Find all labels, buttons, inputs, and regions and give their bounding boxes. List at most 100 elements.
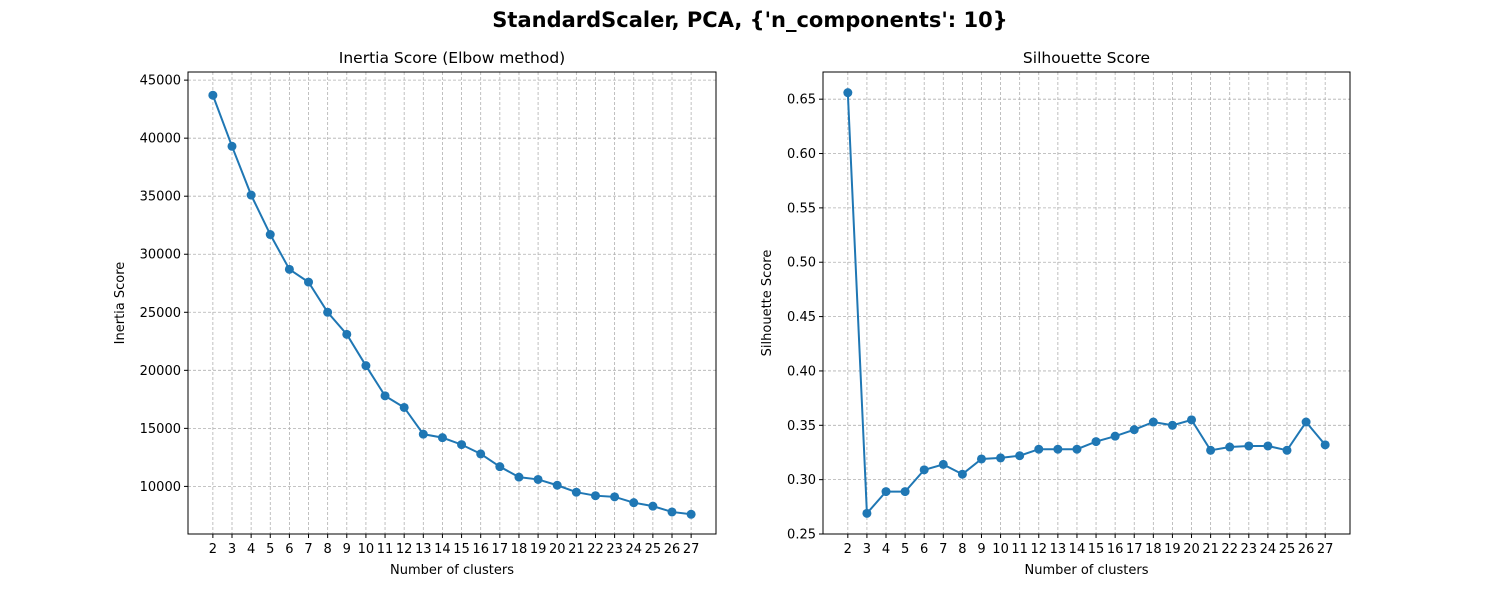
chart-1-ytick-label-6: 40000 <box>140 132 181 147</box>
chart-1-point-21 <box>571 487 581 497</box>
chart-2-xtick-label-14: 14 <box>1069 542 1086 557</box>
chart-2-xtick-label-19: 19 <box>1164 542 1181 557</box>
chart-1-axes-frame <box>187 71 717 535</box>
chart-1-xtick-label-22: 22 <box>587 542 604 557</box>
chart-2-point-20 <box>1187 415 1197 425</box>
chart-2-point-13 <box>1053 444 1063 454</box>
chart-2-xtick-label-23: 23 <box>1241 542 1258 557</box>
chart-1-point-10 <box>361 361 371 371</box>
chart-2-point-10 <box>996 453 1006 463</box>
chart-1-xlabel: Number of clusters <box>390 563 514 578</box>
chart-1-ytick-label-5: 35000 <box>140 190 181 205</box>
chart-2-point-2 <box>843 88 853 98</box>
chart-1: 2 3 4 5 6 7 8 9 10 11 12 13 14 15 16 17 18 19 20 21 22 23 24 25… <box>113 49 717 578</box>
chart-1-xtick-label-18: 18 <box>511 542 528 557</box>
chart-2-xtick-label-18: 18 <box>1145 542 1162 557</box>
chart-2-xtick-label-10: 10 <box>992 542 1009 557</box>
chart-1-xtick-label-23: 23 <box>606 542 623 557</box>
chart-2-point-24 <box>1263 441 1273 451</box>
chart-1-xtick-label-12: 12 <box>396 542 413 557</box>
chart-2-xtick-label-3: 3 <box>863 542 871 557</box>
chart-1-point-17 <box>495 462 505 472</box>
chart-2-xtick-label-24: 24 <box>1260 542 1277 557</box>
chart-1-point-22 <box>590 491 600 501</box>
chart-2-ytick-label-4: 0.45 <box>787 310 816 325</box>
chart-2-ytick-label-1: 0.30 <box>787 473 816 488</box>
chart-2-xtick-label-22: 22 <box>1221 542 1238 557</box>
chart-2-point-16 <box>1110 431 1120 441</box>
chart-1-point-13 <box>418 429 428 439</box>
chart-2-title: Silhouette Score <box>1023 49 1150 67</box>
chart-1-xtick-label-21: 21 <box>568 542 585 557</box>
chart-1-xtick-label-6: 6 <box>285 542 293 557</box>
chart-1-point-24 <box>629 498 639 508</box>
chart-1-point-15 <box>457 440 467 450</box>
chart-1-xtick-label-26: 26 <box>664 542 681 557</box>
chart-2-point-19 <box>1167 420 1177 430</box>
chart-2-point-15 <box>1091 437 1101 447</box>
chart-1-point-26 <box>667 507 677 517</box>
chart-2-xtick-label-17: 17 <box>1126 542 1143 557</box>
chart-1-point-6 <box>284 264 294 274</box>
chart-2-xtick-label-13: 13 <box>1050 542 1067 557</box>
chart-1-point-3 <box>227 141 237 151</box>
chart-1-point-20 <box>552 480 562 490</box>
chart-2-point-4 <box>881 487 891 497</box>
chart-2-xtick-label-7: 7 <box>939 542 947 557</box>
chart-1-ytick-label-3: 25000 <box>140 306 181 321</box>
chart-2-ytick-label-6: 0.55 <box>787 201 816 216</box>
chart-1-xtick-label-16: 16 <box>472 542 489 557</box>
chart-2-point-14 <box>1072 444 1082 454</box>
chart-2-xtick-label-11: 11 <box>1011 542 1028 557</box>
chart-2-ytick-label-0: 0.25 <box>787 528 816 543</box>
chart-2-xtick-label-15: 15 <box>1088 542 1105 557</box>
chart-1-point-8 <box>323 307 333 317</box>
chart-2-ylabel: Silhouette Score <box>760 250 775 357</box>
chart-2-xtick-label-12: 12 <box>1030 542 1047 557</box>
chart-2-xtick-label-5: 5 <box>901 542 909 557</box>
chart-2-point-25 <box>1282 445 1292 455</box>
chart-2-xtick-label-27: 27 <box>1317 542 1334 557</box>
chart-2-point-26 <box>1301 417 1311 427</box>
chart-1-ytick-label-1: 15000 <box>140 422 181 437</box>
chart-1-xtick-label-3: 3 <box>228 542 236 557</box>
chart-1-point-23 <box>610 492 620 502</box>
chart-2-point-7 <box>938 459 948 469</box>
chart-1-ytick-label-4: 30000 <box>140 248 181 263</box>
chart-1-series-line <box>211 94 692 516</box>
chart-2-xtick-label-21: 21 <box>1202 542 1219 557</box>
chart-2-xtick-label-8: 8 <box>958 542 966 557</box>
chart-1-xtick-label-8: 8 <box>324 542 332 557</box>
chart-2-series-line <box>846 92 1326 516</box>
chart-1-xtick-label-9: 9 <box>343 542 351 557</box>
chart-1-point-19 <box>533 474 543 484</box>
chart-1-xtick-label-7: 7 <box>304 542 312 557</box>
chart-1-point-7 <box>304 277 314 287</box>
chart-2-xlabel: Number of clusters <box>1024 563 1148 578</box>
chart-1-point-11 <box>380 391 390 401</box>
chart-1-point-27 <box>686 509 696 519</box>
chart-1-point-16 <box>476 449 486 459</box>
chart-2-point-12 <box>1034 444 1044 454</box>
chart-1-point-2 <box>208 90 218 100</box>
chart-1-point-5 <box>265 230 275 240</box>
chart-2-xtick-label-2: 2 <box>844 542 852 557</box>
chart-2-point-9 <box>976 454 986 464</box>
chart-1-title: Inertia Score (Elbow method) <box>339 49 565 67</box>
chart-1-xtick-label-27: 27 <box>683 542 700 557</box>
chart-1-ytick-label-7: 45000 <box>140 74 181 89</box>
chart-2-xtick-label-9: 9 <box>977 542 985 557</box>
chart-2: 2 3 4 5 6 7 8 9 10 11 12 13 14 15 16 17 18 19 20 21 22 23 24 25… <box>760 49 1351 578</box>
chart-1-point-14 <box>437 433 447 443</box>
chart-2-ytick-label-7: 0.60 <box>787 147 816 162</box>
chart-2-xtick-label-6: 6 <box>920 542 928 557</box>
chart-1-xtick-label-13: 13 <box>415 542 432 557</box>
chart-1-xtick-label-2: 2 <box>209 542 217 557</box>
chart-2-ytick-label-2: 0.35 <box>787 419 816 434</box>
chart-1-point-12 <box>399 402 409 412</box>
chart-1-xtick-label-20: 20 <box>549 542 566 557</box>
chart-1-ylabel: Inertia Score <box>113 262 128 345</box>
chart-2-xtick-label-20: 20 <box>1183 542 1200 557</box>
chart-2-point-18 <box>1148 417 1158 427</box>
chart-2-xtick-label-16: 16 <box>1107 542 1124 557</box>
